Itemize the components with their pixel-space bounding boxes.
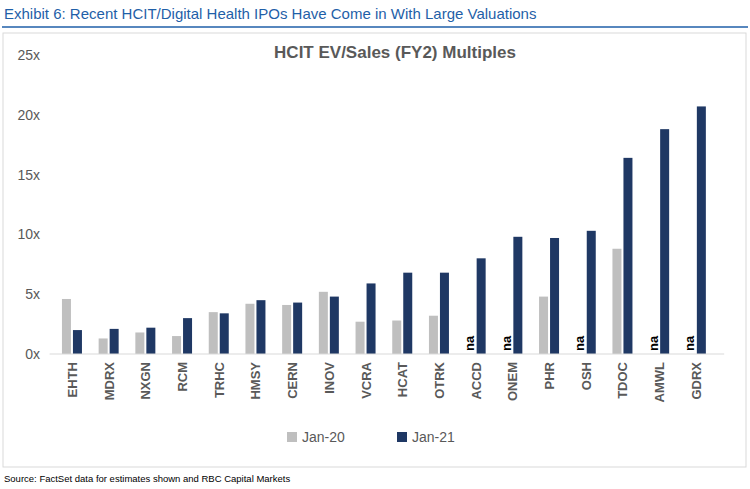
category-label: ONEM (505, 362, 520, 401)
bar (282, 305, 291, 354)
bar (550, 238, 559, 354)
bar (356, 322, 365, 354)
bar (73, 330, 82, 354)
category-label: CERN (285, 362, 300, 399)
y-tick (44, 114, 48, 115)
bars (62, 106, 706, 354)
category-label: INOV (322, 362, 337, 394)
header-rule (2, 26, 748, 28)
bar (440, 273, 449, 354)
category-label: OSH (579, 362, 594, 390)
bar (135, 332, 144, 354)
y-tick (44, 354, 48, 355)
bar (293, 303, 302, 354)
y-tick-label: 25x (17, 47, 40, 63)
y-tick (44, 174, 48, 175)
bar (256, 300, 265, 354)
x-axis-line (50, 354, 725, 355)
bar (99, 338, 108, 354)
bar (477, 258, 486, 354)
category-label: VCRA (359, 361, 374, 398)
category-label: GDRX (689, 362, 704, 400)
bar (612, 249, 621, 354)
bar (513, 237, 522, 354)
chart-root: Exhibit 6: Recent HCIT/Digital Health IP… (0, 0, 750, 489)
chart-title: HCIT EV/Sales (FY2) Multiples (274, 43, 516, 62)
legend-swatch (397, 432, 407, 442)
category-label: MDRX (102, 362, 117, 401)
bar (429, 316, 438, 354)
y-tick-label: 10x (17, 226, 40, 242)
category-label: RCM (175, 362, 190, 392)
y-tick (44, 294, 48, 295)
category-label: ACCD (469, 362, 484, 400)
bar (330, 297, 339, 354)
y-tick-label: 20x (17, 107, 40, 123)
bar (146, 328, 155, 354)
bar (392, 321, 401, 354)
bar (62, 299, 71, 354)
missing-label: na (682, 335, 697, 351)
y-tick (44, 234, 48, 235)
bar (245, 304, 254, 354)
chart-frame (3, 33, 746, 467)
bar (403, 273, 412, 354)
bar (697, 106, 706, 354)
bar (110, 329, 119, 354)
category-label: HCAT (395, 362, 410, 397)
legend-swatch (287, 432, 297, 442)
category-label: HMSY (248, 362, 263, 400)
category-label: NXGN (138, 362, 153, 400)
legend-label: Jan-20 (302, 429, 345, 445)
category-label: OTRK (432, 361, 447, 398)
exhibit-title: Exhibit 6: Recent HCIT/Digital Health IP… (4, 5, 536, 22)
missing-label: na (646, 335, 661, 351)
bar (220, 313, 229, 354)
category-label: AMWL (652, 362, 667, 402)
y-tick (44, 55, 48, 56)
source-note: Source: FactSet data for estimates shown… (4, 473, 290, 484)
bar (660, 129, 669, 354)
category-label: TRHC (212, 361, 227, 398)
category-label: TDOC (615, 361, 630, 398)
y-tick-label: 15x (17, 167, 40, 183)
y-tick-label: 0x (25, 346, 40, 362)
bar (319, 292, 328, 354)
bar (367, 283, 376, 354)
bar (623, 158, 632, 354)
missing-label: na (572, 335, 587, 351)
bar (587, 231, 596, 354)
bar (209, 312, 218, 354)
y-tick-label: 5x (25, 286, 40, 302)
category-label: EHTH (65, 362, 80, 397)
missing-label: na (462, 335, 477, 351)
bar (539, 297, 548, 354)
category-label: PHR (542, 361, 557, 389)
missing-label: na (499, 335, 514, 351)
labels: na na na na na (462, 335, 697, 351)
bar (172, 336, 181, 354)
legend-label: Jan-21 (412, 429, 455, 445)
bar (183, 318, 192, 354)
